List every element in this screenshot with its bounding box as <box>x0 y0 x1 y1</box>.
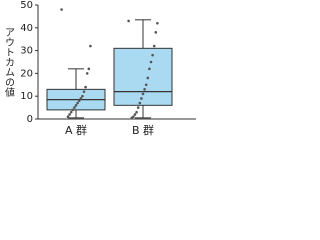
y-tick-label: 40 <box>20 23 33 34</box>
data-point <box>140 97 143 100</box>
data-point <box>89 44 92 48</box>
data-point <box>73 106 76 109</box>
data-point <box>127 19 130 23</box>
data-point <box>60 8 63 11</box>
y-tick-label: 30 <box>20 46 33 57</box>
y-axis-label: アウトカムの値 <box>3 27 15 98</box>
data-point <box>81 94 84 98</box>
data-point <box>82 90 86 93</box>
y-tick-label: 0 <box>27 114 33 125</box>
y-tick-label: 10 <box>20 91 33 102</box>
data-point <box>133 113 137 116</box>
y-tick-label: 20 <box>20 68 33 79</box>
data-point <box>138 101 142 105</box>
data-point <box>66 115 70 119</box>
data-point <box>148 67 151 71</box>
x-tick-label: A 群 <box>65 123 87 137</box>
x-tick-label: B 群 <box>132 123 154 137</box>
chart: アウトカムの値 0 10 20 30 40 50 A 群 B 群 <box>3 0 196 137</box>
data-point <box>76 101 79 105</box>
data-point <box>71 108 75 112</box>
data-point <box>130 116 134 120</box>
data-point <box>146 76 150 80</box>
data-point <box>152 44 156 48</box>
data-point <box>74 104 78 107</box>
data-point <box>151 53 154 57</box>
data-point <box>135 110 138 114</box>
box <box>113 47 173 106</box>
y-tick-label: 50 <box>20 0 33 11</box>
data-point <box>156 21 159 25</box>
data-point <box>84 85 87 89</box>
data-point <box>143 88 146 91</box>
data-point <box>149 60 153 64</box>
data-point <box>136 106 140 109</box>
data-point <box>144 83 148 87</box>
data-point <box>77 99 81 103</box>
data-point <box>85 72 89 75</box>
data-point <box>141 92 145 96</box>
data-point <box>69 110 73 114</box>
data-point <box>87 67 91 71</box>
data-point <box>154 31 158 34</box>
data-point <box>79 97 83 100</box>
data-point <box>68 113 71 116</box>
